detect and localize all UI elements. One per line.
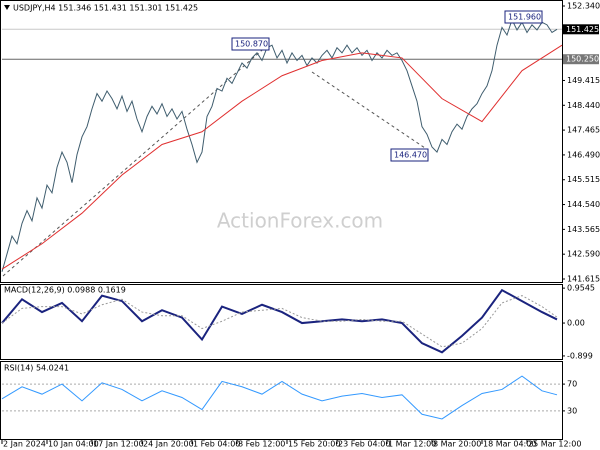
x-tick-label: 8 Feb 12:00 xyxy=(238,440,285,449)
price-label-box xyxy=(563,54,599,65)
macd-panel xyxy=(0,284,563,360)
y-tick-label: -0.899 xyxy=(567,351,593,360)
y-tick-label: 30 xyxy=(567,406,577,415)
macd-title: MACD(12,26,9) 0.0988 0.1619 xyxy=(4,286,126,295)
watermark: ActionForex.com xyxy=(217,209,383,233)
series-line xyxy=(1,44,563,270)
y-tick-label: 70 xyxy=(567,380,577,389)
y-tick-label: 148.440 xyxy=(567,101,600,110)
rsi-title: RSI(14) 54.0241 xyxy=(4,364,69,373)
chart-title: USDJPY,H4 151.346 151.431 151.301 151.42… xyxy=(13,4,198,13)
x-tick-label: 8 Mar 20:00 xyxy=(433,440,481,449)
price-label-box xyxy=(563,24,599,35)
annotation: 146.470 xyxy=(394,151,427,160)
annotation-box xyxy=(231,37,270,51)
annotation-box xyxy=(390,148,429,162)
y-tick-label: 143.565 xyxy=(567,225,600,234)
x-tick-label: 18 Mar 04:00 xyxy=(483,440,536,449)
y-tick-label: 147.465 xyxy=(567,126,600,135)
y-tick-label: 152.340 xyxy=(567,2,600,11)
x-tick-label: 1 Mar 12:00 xyxy=(388,440,436,449)
x-tick-label: 2 Jan 2024 xyxy=(3,440,46,449)
series-line xyxy=(1,18,558,272)
y-tick-label: 144.540 xyxy=(567,200,600,209)
y-tick-label: 0.00 xyxy=(567,319,585,328)
x-tick-label: 10 Jan 04:00 xyxy=(48,440,99,449)
trend-line xyxy=(311,71,429,151)
y-tick-label: 141.615 xyxy=(567,275,600,284)
y-tick-label: 0.9545 xyxy=(567,284,595,293)
x-tick-label: 25 Mar 12:00 xyxy=(528,440,581,449)
rsi-panel xyxy=(0,361,563,440)
main-panel xyxy=(0,0,563,283)
series-line xyxy=(1,288,558,354)
x-tick-label: 24 Jan 20:00 xyxy=(143,440,194,449)
series-line xyxy=(1,295,558,348)
x-tick-label: 23 Feb 04:00 xyxy=(338,440,390,449)
price-label: 150.250 xyxy=(566,55,599,64)
menu-icon xyxy=(4,5,10,10)
annotation: 150.870 xyxy=(235,40,268,49)
y-tick-label: 149.415 xyxy=(567,76,600,85)
trend-line xyxy=(2,44,269,277)
y-tick-label: 146.490 xyxy=(567,150,600,159)
x-tick-label: 1 Feb 04:00 xyxy=(193,440,240,449)
x-tick-label: 17 Jan 12:00 xyxy=(93,440,144,449)
annotation: 151.960 xyxy=(508,13,541,22)
y-tick-label: 145.515 xyxy=(567,175,600,184)
y-tick-label: 142.590 xyxy=(567,250,600,259)
annotation-box xyxy=(504,10,543,24)
price-label: 151.425 xyxy=(566,25,599,34)
series-line xyxy=(1,375,558,420)
x-tick-label: 15 Feb 20:00 xyxy=(288,440,340,449)
